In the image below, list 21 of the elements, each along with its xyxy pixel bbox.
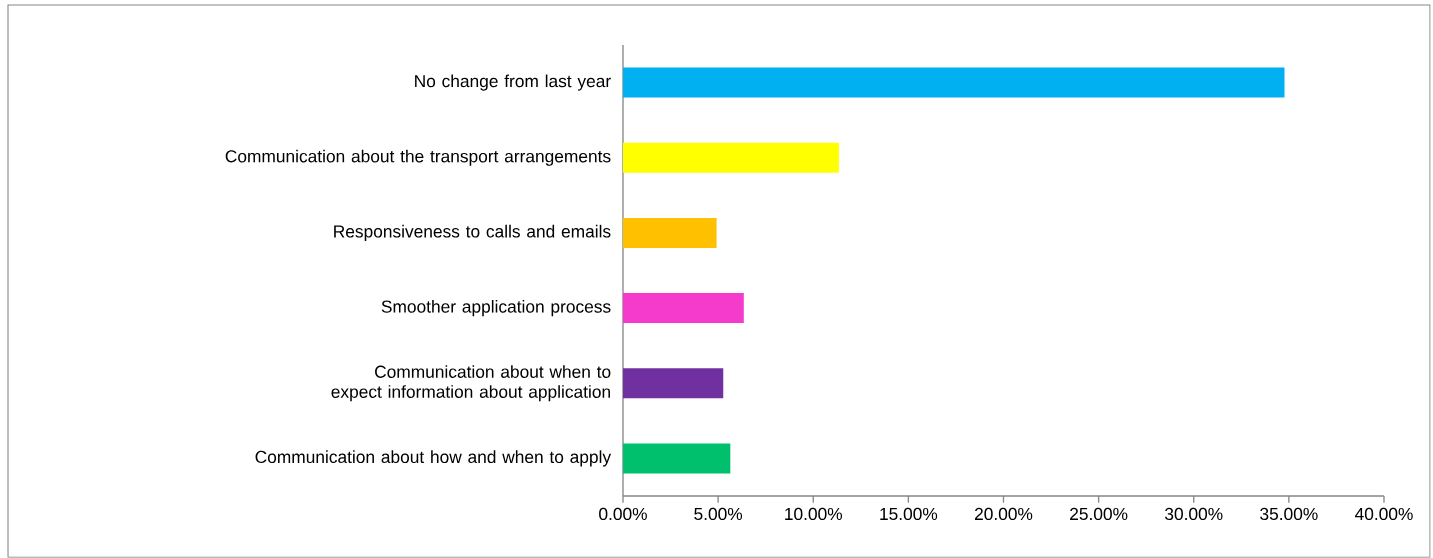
x-tick-label: 20.00% [974, 507, 1033, 521]
bar [623, 443, 731, 474]
y-tick-label: Communication about the transport arrangements [225, 149, 611, 166]
y-tick-label: Smoother application process [381, 300, 611, 317]
x-tick-label: 30.00% [1165, 507, 1223, 521]
x-tick-label: 0.00% [599, 507, 647, 521]
x-tick-label: 15.00% [880, 507, 938, 521]
y-tick-label: Responsiveness to calls and emails [334, 224, 611, 242]
y-tick-label: No change from last year [415, 74, 611, 91]
y-tick-label: Communication about when to expect information about application [331, 365, 611, 402]
bar [623, 142, 839, 173]
x-tick-label: 10.00% [785, 507, 843, 521]
x-tick-label: 40.00% [1354, 507, 1413, 521]
bar [623, 368, 724, 399]
bar [623, 67, 1285, 98]
bar [623, 293, 744, 324]
y-tick-label: Communication about how and when to apply [255, 450, 612, 467]
x-tick-label: 25.00% [1070, 507, 1128, 521]
x-tick-label: 35.00% [1260, 507, 1318, 521]
x-tick-label: 5.00% [694, 507, 743, 521]
bar [623, 217, 717, 248]
